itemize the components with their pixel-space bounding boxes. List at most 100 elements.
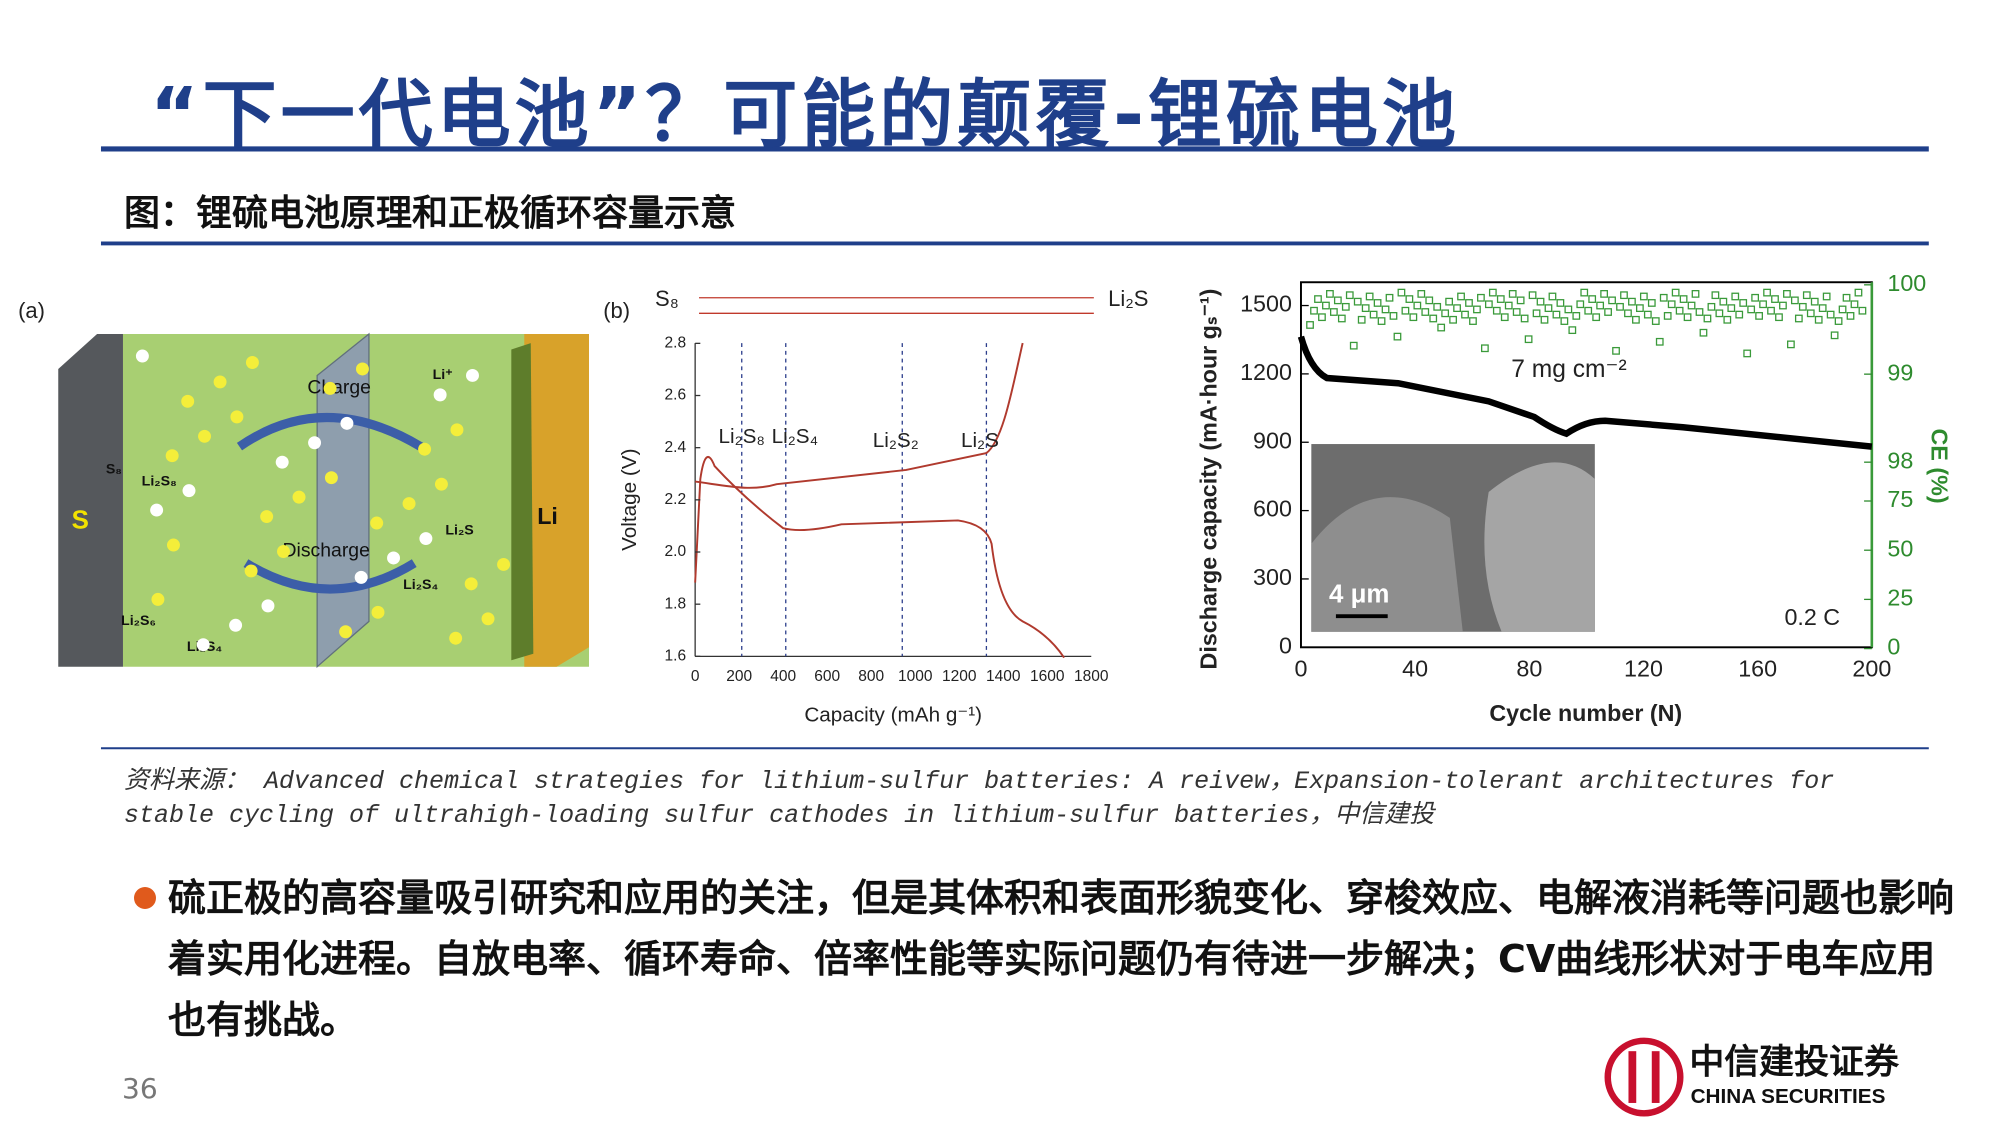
ce-point [1818, 304, 1827, 313]
ce-point [1667, 300, 1676, 309]
label: Li₂S₄ [772, 425, 818, 448]
particle [449, 631, 463, 645]
ce-point [1310, 306, 1318, 315]
particle [213, 375, 227, 389]
label: Li₂S [445, 523, 473, 539]
ce-point [1612, 346, 1620, 355]
ce-point [1655, 337, 1664, 346]
ce-point [1306, 321, 1314, 329]
ce-point [1548, 292, 1557, 301]
label: Li₂S [1108, 286, 1148, 311]
label: 50 [1887, 535, 1913, 561]
ce-point [1767, 306, 1775, 315]
ce-point [1580, 288, 1589, 297]
ce-point [1846, 312, 1855, 320]
label: CE (%) [1927, 429, 1953, 504]
label: Li₂S₈ [718, 425, 765, 448]
ce-point [1465, 299, 1473, 307]
particle [244, 564, 258, 578]
label: 1.8 [665, 595, 687, 612]
ce-point [1616, 302, 1624, 311]
ce-point [1763, 288, 1771, 297]
ce-point [1747, 305, 1756, 314]
ce-point [1326, 290, 1334, 298]
ce-point [1413, 301, 1422, 310]
ce-point [1437, 323, 1446, 332]
ce-point [1628, 297, 1636, 306]
ce-point [1671, 288, 1680, 297]
label: Li⁺ [433, 367, 453, 383]
ce-point [1314, 295, 1322, 303]
ce-point [1560, 317, 1569, 325]
label: 1400 [986, 668, 1021, 685]
label: 2.0 [665, 543, 687, 560]
ce-point [1711, 291, 1720, 300]
label: Li₂S₂ [873, 429, 919, 452]
particle [339, 625, 353, 639]
ce-point [1524, 335, 1533, 344]
ce-point [1373, 299, 1382, 307]
label: Li₂S₆ [121, 613, 156, 629]
label: Capacity (mAh g⁻¹) [804, 703, 982, 726]
ce-point [1536, 297, 1545, 306]
label: 0 [1887, 634, 1900, 660]
particle [277, 545, 290, 558]
ce-point [1858, 306, 1867, 315]
ce-point [1854, 288, 1863, 297]
label: 99 [1887, 359, 1913, 385]
ce-point [1461, 310, 1469, 319]
ce-point [1842, 293, 1851, 302]
label: 4 μm [1329, 580, 1389, 608]
label: 800 [858, 668, 884, 685]
label: 2.2 [665, 491, 687, 508]
ce-point [1822, 292, 1831, 301]
particle [196, 638, 210, 652]
ce-point [1731, 292, 1740, 301]
ce-point [1699, 328, 1708, 337]
ce-point [1755, 312, 1763, 320]
ce-point [1496, 295, 1505, 303]
label: Charge [307, 377, 371, 399]
ce-point [1516, 296, 1525, 305]
particle [181, 394, 195, 408]
ce-point [1564, 305, 1573, 314]
ce-point [1341, 302, 1350, 311]
particle [323, 381, 337, 395]
ce-point [1727, 304, 1736, 313]
ce-point [1643, 310, 1652, 319]
ce-point [1715, 309, 1724, 318]
ce-point [1389, 312, 1398, 320]
particle [198, 429, 212, 443]
ce-point [1477, 293, 1485, 302]
ce-point [1790, 296, 1799, 305]
ce-point [1691, 290, 1700, 298]
ce-point [1508, 290, 1517, 298]
label: 200 [726, 668, 752, 685]
particle [387, 551, 400, 565]
ce-point [1532, 309, 1541, 318]
ce-point [1739, 299, 1748, 307]
title: “下一代电池”？可能的颠覆-锂硫电池 [150, 72, 1460, 158]
label: 中信建投证券 [1689, 1042, 1900, 1081]
ce-point [1838, 305, 1847, 314]
ce-point [1759, 300, 1767, 309]
subtitle: 图：锂硫电池原理和正极循环容量示意 [124, 193, 737, 234]
ce-point [1528, 291, 1537, 300]
ce-point [1381, 305, 1390, 314]
ce-point [1636, 304, 1644, 313]
ce-point [1675, 306, 1684, 315]
label: 1500 [1240, 291, 1292, 317]
label: 1000 [898, 668, 933, 685]
ce-point [1433, 302, 1442, 311]
ce-point [1703, 314, 1712, 323]
label: 40 [1402, 656, 1428, 682]
ce-point [1723, 315, 1732, 324]
label: 0 [691, 668, 700, 685]
ce-point [1735, 310, 1744, 319]
bullet-dot [134, 887, 156, 909]
label: 160 [1738, 656, 1777, 682]
ce-point [1600, 290, 1609, 298]
ce-point [1329, 308, 1338, 316]
label: 7 mg cm⁻² [1511, 356, 1626, 383]
